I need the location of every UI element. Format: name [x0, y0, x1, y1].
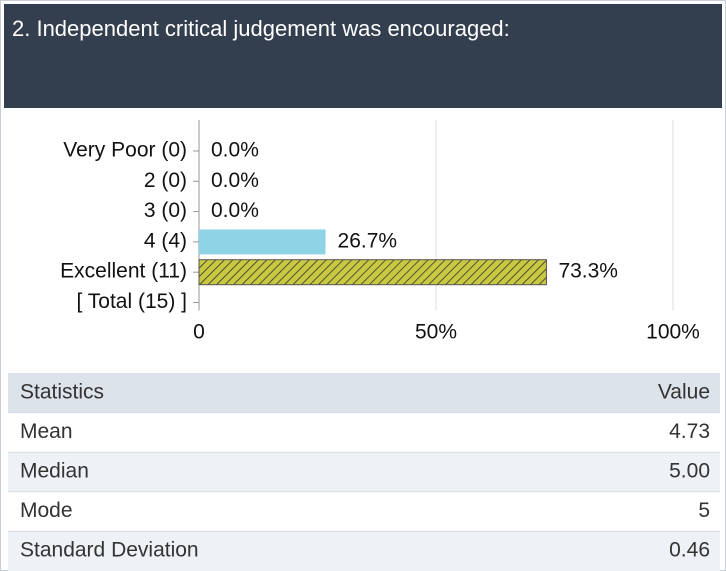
table-cell: Mean [20, 420, 73, 443]
bar [199, 229, 326, 255]
table-cell: Mode [20, 499, 73, 522]
x-tick-label: 0 [193, 321, 205, 344]
table-cell: 5 [698, 499, 710, 522]
value-label: 0.0% [211, 199, 259, 222]
y-tick-label: 3 (0) [144, 199, 187, 222]
table-header-cell: Statistics [20, 380, 104, 403]
table-row-bg [8, 491, 720, 532]
value-label: 0.0% [211, 139, 259, 162]
x-tick-label: 100% [646, 321, 700, 344]
table-cell: 0.46 [669, 539, 710, 562]
table-row-bg [8, 452, 720, 492]
y-tick-label: 2 (0) [144, 169, 187, 192]
bar [198, 259, 547, 286]
total-label: [ Total (15) ] [77, 290, 188, 313]
table-cell: Standard Deviation [20, 539, 199, 562]
header-bar [4, 4, 722, 108]
table-header-cell: Value [658, 380, 710, 403]
chart-title: 2. Independent critical judgement was en… [12, 16, 510, 41]
table-header-bg [8, 373, 720, 413]
value-label: 26.7% [338, 229, 398, 252]
y-tick-label: Very Poor (0) [63, 139, 187, 162]
table-row-bg [8, 531, 720, 571]
table-cell: Median [20, 460, 89, 483]
x-tick-label: 50% [415, 321, 457, 344]
y-tick-label: Excellent (11) [60, 260, 187, 283]
table-cell: 5.00 [669, 460, 710, 483]
value-label: 73.3% [558, 260, 618, 283]
table-cell: 4.73 [669, 420, 710, 443]
y-tick-label: 4 (4) [144, 229, 187, 252]
table-row-bg [8, 412, 720, 453]
value-label: 0.0% [211, 169, 259, 192]
